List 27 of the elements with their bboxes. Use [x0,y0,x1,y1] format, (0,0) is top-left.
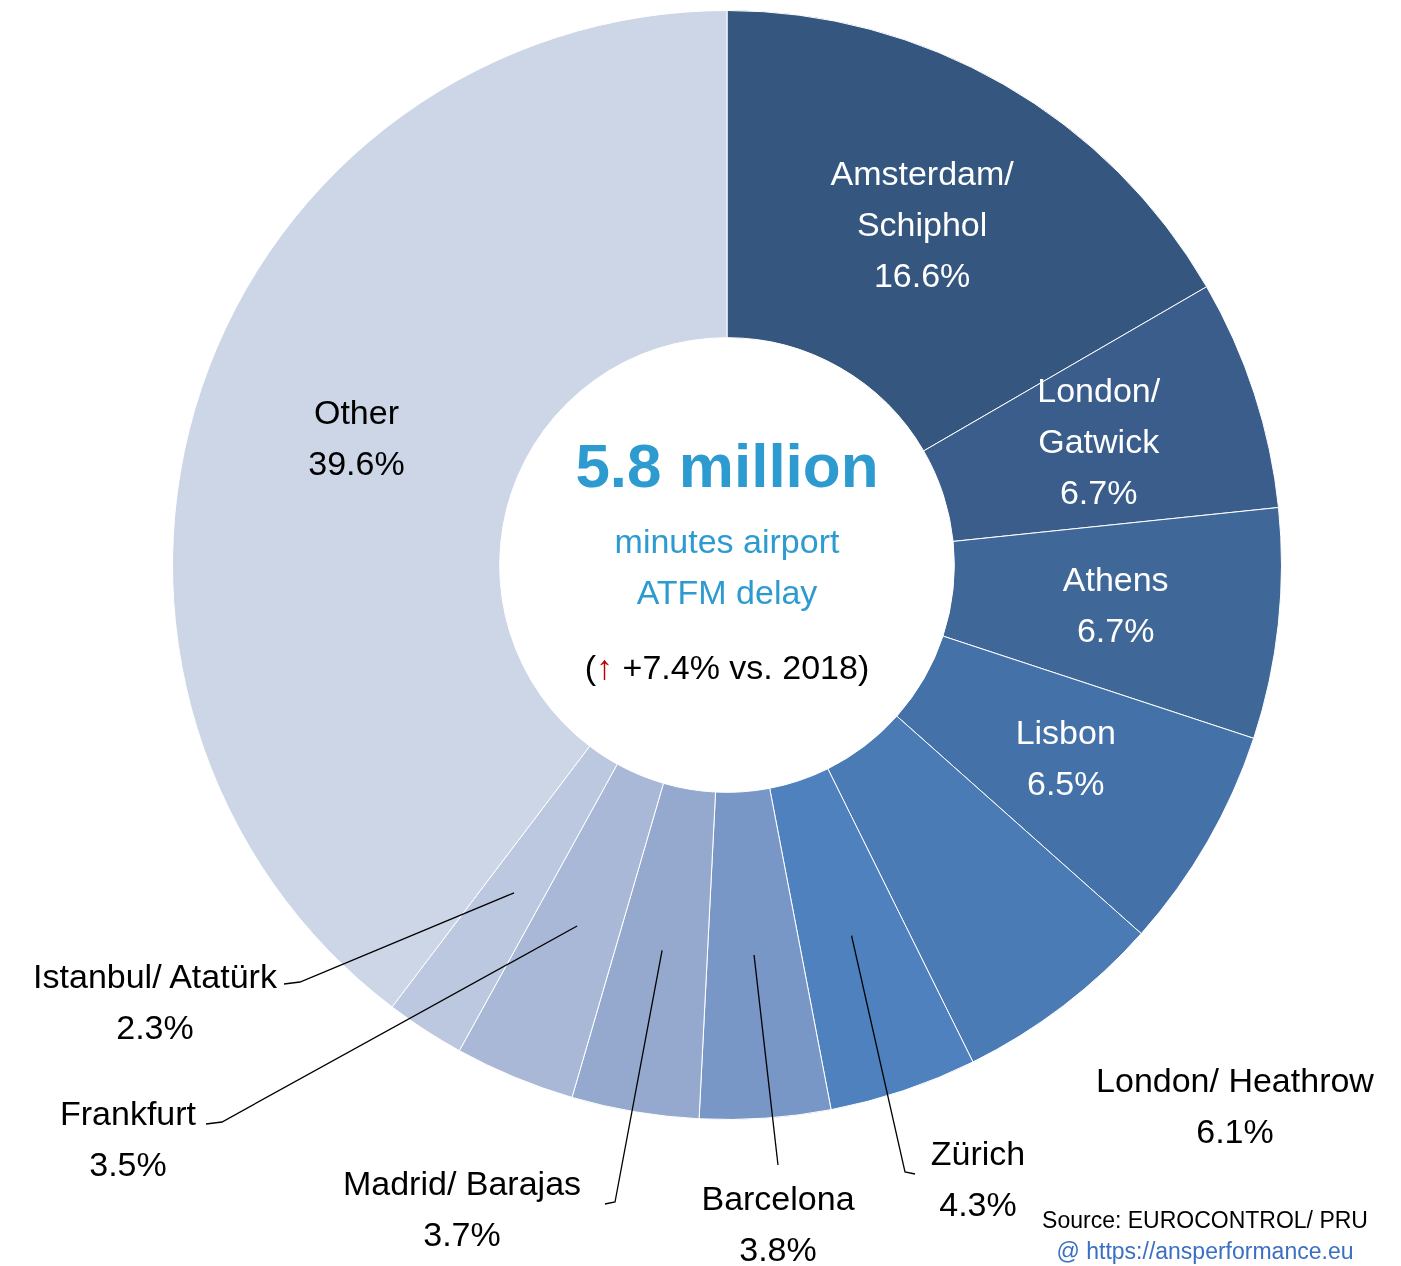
data-label: 6.5% [1027,763,1105,802]
text: (↑ +7.4% vs. 2018) [584,648,870,686]
slice-label: Barcelona [701,1178,855,1217]
slice-label: Amsterdam/ Schiphol [830,153,1015,243]
text: @ https://ansperformance.eu [1055,1238,1355,1265]
source-note: Source: EUROCONTROL/ PRU [1041,1207,1369,1234]
slice-label: Madrid/ Barajas [342,1163,582,1202]
slice-label: Other [313,393,399,432]
slice-label: London/ Heathrow [1096,1060,1375,1099]
data-label: 6.7% [1059,473,1138,512]
data-label: 6.1% [1196,1111,1274,1150]
slice-label: Frankfurt [59,1093,197,1132]
data-label: 4.3% [939,1184,1017,1223]
data-label: 16.6% [873,255,971,294]
data-label: 2.3% [116,1007,194,1046]
slice-label: Lisbon [1015,712,1116,751]
data-label: 39.6% [308,444,405,483]
data-label: 6.7% [1076,610,1155,649]
data-label: 3.5% [89,1144,167,1183]
text: minutes airport ATFM delay [613,521,841,613]
slice-label: Zürich [930,1133,1026,1172]
text: 5.8 million [574,430,880,501]
slice-label: London/ Gatwick [1037,371,1161,461]
data-label: 3.7% [423,1214,501,1253]
slice-label: Athens [1062,559,1169,598]
data-label: 3.8% [739,1229,817,1266]
slice-label: Istanbul/ Atatürk [33,956,278,995]
